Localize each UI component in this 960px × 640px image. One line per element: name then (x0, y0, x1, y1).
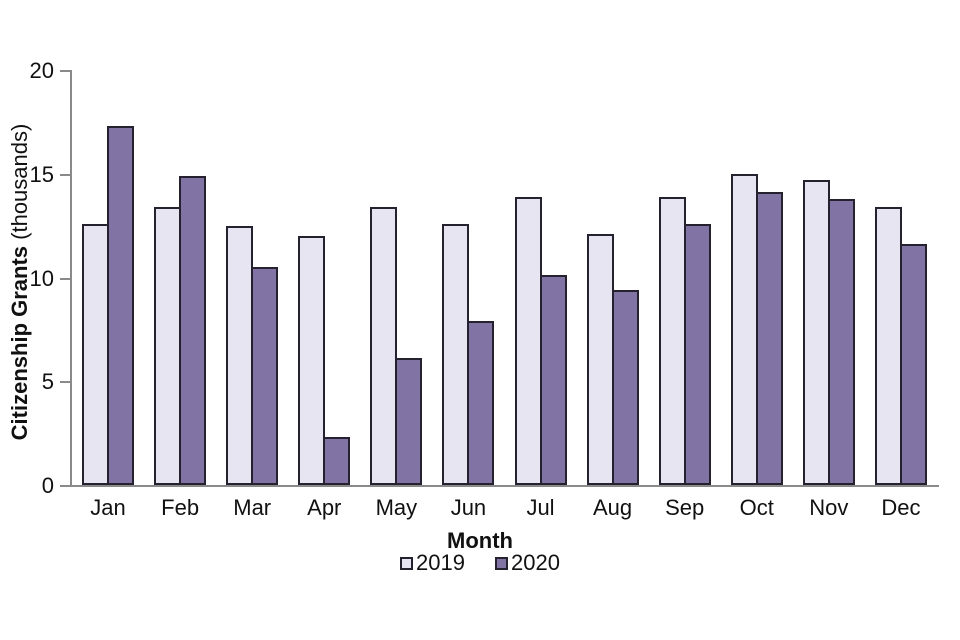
y-axis-line (70, 70, 72, 487)
bar-group-jul (504, 70, 576, 485)
bar-2020-mar (251, 267, 279, 485)
bar-2020-dec (899, 244, 927, 485)
plot-area (72, 70, 937, 485)
bar-group-dec (865, 70, 937, 485)
legend-label-2020: 2020 (511, 550, 560, 575)
y-tick-mark-20 (60, 70, 70, 72)
bar-group-mar (216, 70, 288, 485)
bar-2019-mar (226, 225, 254, 485)
x-axis-title: Month (447, 528, 513, 553)
legend-item-2020: 2020 (495, 551, 560, 575)
y-tick-label-10: 10 (29, 265, 54, 291)
bar-2019-sep (658, 196, 686, 485)
bar-group-aug (577, 70, 649, 485)
bar-2020-jun (467, 321, 495, 485)
legend-item-2019: 2019 (400, 551, 465, 575)
bar-group-jan (72, 70, 144, 485)
bar-group-may (360, 70, 432, 485)
bar-2020-aug (611, 289, 639, 485)
legend-label-2019: 2019 (416, 550, 465, 575)
bar-group-oct (721, 70, 793, 485)
x-tick-label-feb: Feb (161, 495, 200, 520)
bar-2020-jan (107, 126, 135, 485)
bar-2019-feb (154, 206, 182, 485)
bar-group-nov (793, 70, 865, 485)
bar-2019-jun (442, 223, 470, 485)
y-tick-mark-10 (60, 277, 70, 280)
x-tick-label-sep: Sep (665, 495, 705, 520)
bar-2020-apr (323, 437, 351, 485)
x-tick-label-jun: Jun (450, 495, 487, 520)
bar-2019-dec (874, 206, 902, 485)
legend-swatch-2020 (495, 556, 508, 570)
x-tick-label-dec: Dec (881, 495, 921, 520)
x-tick-label-may: May (375, 495, 418, 520)
x-tick-label-jul: Jul (526, 495, 555, 520)
bar-2019-may (370, 206, 398, 485)
bar-2019-jul (514, 196, 542, 485)
y-tick-label-0: 0 (41, 473, 54, 498)
y-tick-mark-15 (60, 173, 70, 176)
bar-2020-jul (539, 275, 567, 485)
bar-group-jun (432, 70, 504, 485)
y-tick-mark-0 (60, 485, 70, 487)
y-tick-label-5: 5 (41, 369, 54, 395)
bar-group-apr (288, 70, 360, 485)
x-tick-label-aug: Aug (593, 495, 633, 520)
x-tick-label-oct: Oct (739, 495, 774, 520)
bar-2019-apr (298, 236, 326, 485)
bar-2019-oct (730, 173, 758, 485)
bar-group-sep (649, 70, 721, 485)
bar-2019-aug (586, 233, 614, 485)
legend: 2019 2020 (0, 551, 960, 575)
bar-2020-sep (683, 223, 711, 485)
bar-2020-may (395, 358, 423, 485)
legend-swatch-2019 (400, 556, 414, 570)
y-tick-label-20: 20 (29, 58, 54, 83)
bar-2019-jan (82, 223, 110, 485)
x-tick-label-jan: Jan (90, 495, 126, 520)
y-tick-label-15: 15 (29, 161, 54, 187)
x-tick-label-mar: Mar (233, 495, 272, 520)
x-axis-tick-labels: Jan Feb Mar Apr May Jun Jul Aug Sep Oct Nov Dec (72, 494, 937, 522)
bar-group-feb (144, 70, 216, 485)
bar-2020-nov (827, 198, 855, 485)
x-tick-label-nov: Nov (809, 495, 849, 520)
bar-2020-oct (755, 192, 783, 485)
y-tick-mark-5 (60, 381, 70, 384)
bar-2020-feb (179, 175, 207, 485)
x-axis-line (70, 485, 939, 487)
x-tick-label-apr: Apr (307, 495, 342, 520)
bar-2019-nov (802, 179, 830, 485)
